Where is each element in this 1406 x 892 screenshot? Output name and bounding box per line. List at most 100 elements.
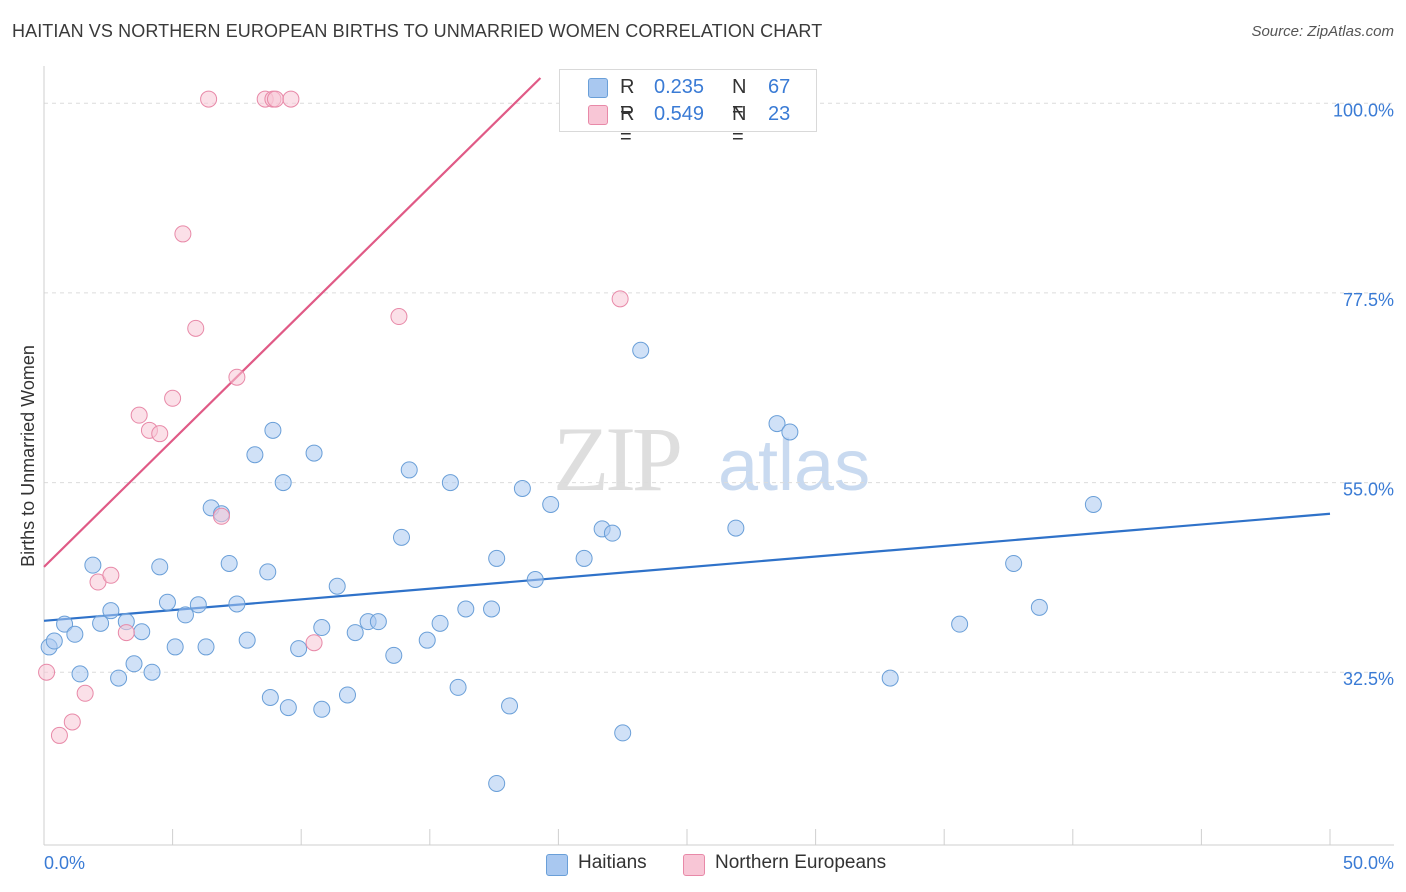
- legend-r-value: 0.549: [654, 103, 705, 125]
- data-point-haitians: [400, 461, 418, 479]
- legend-r-label: R =: [620, 103, 635, 148]
- y-tick-labels: 32.5% 55.0% 77.5% 100.0%: [1333, 100, 1394, 689]
- data-point-haitians: [1005, 554, 1023, 572]
- data-point-haitians: [393, 528, 411, 546]
- data-point-haitians: [313, 619, 331, 637]
- y-tick-label: 77.5%: [1343, 290, 1394, 310]
- data-point-haitians: [526, 571, 544, 588]
- data-point-haitians: [143, 663, 161, 681]
- data-point-haitians: [246, 446, 264, 464]
- axes: [43, 66, 1394, 846]
- data-point-haitians: [575, 549, 593, 567]
- source-label: Source: ZipAtlas.com: [1251, 23, 1394, 40]
- bottom-legend-swatch-haitians: [546, 854, 568, 876]
- data-point-haitians: [305, 444, 323, 462]
- x-tick-label-max: 50.0%: [1343, 853, 1394, 873]
- data-point-haitians: [603, 524, 621, 542]
- data-point-haitians: [431, 614, 449, 632]
- data-point-haitians: [220, 554, 238, 572]
- data-point-haitians: [102, 602, 120, 620]
- data-point-haitians: [338, 686, 356, 704]
- bottom-legend-label-northern-europeans: Northern Europeans: [715, 852, 887, 873]
- data-point-haitians: [542, 495, 560, 513]
- bottom-legend-swatch-northern-europeans: [683, 854, 705, 876]
- data-point-northern-europeans: [266, 90, 284, 108]
- data-point-haitians: [881, 669, 899, 687]
- data-point-haitians: [346, 624, 364, 642]
- data-points: [38, 90, 1102, 792]
- legend-n-label: N =: [732, 76, 747, 121]
- chart-title: HAITIAN VS NORTHERN EUROPEAN BIRTHS TO U…: [12, 21, 823, 41]
- data-point-northern-europeans: [117, 624, 135, 642]
- data-point-haitians: [951, 615, 969, 633]
- watermark: ZIP atlas: [553, 408, 870, 510]
- data-point-haitians: [259, 563, 277, 581]
- legend-n-label: N =: [732, 103, 747, 148]
- data-point-haitians: [441, 474, 459, 492]
- data-point-haitians: [1084, 495, 1102, 513]
- data-point-haitians: [313, 700, 331, 718]
- data-point-haitians: [110, 669, 128, 687]
- data-point-northern-europeans: [76, 684, 94, 702]
- y-tick-label: 100.0%: [1333, 100, 1394, 120]
- data-point-haitians: [369, 613, 387, 631]
- correlation-legend: R = 0.235 N = 67 R = 0.549 N = 23: [559, 69, 817, 148]
- data-point-haitians: [264, 421, 282, 439]
- data-point-northern-europeans: [164, 389, 182, 407]
- bottom-legend-label-haitians: Haitians: [578, 852, 647, 873]
- data-point-haitians: [614, 724, 632, 742]
- data-point-haitians: [328, 577, 346, 595]
- data-point-haitians: [632, 341, 650, 359]
- data-point-northern-europeans: [390, 308, 408, 326]
- data-point-northern-europeans: [282, 90, 300, 108]
- data-point-haitians: [449, 678, 467, 696]
- data-point-haitians: [457, 600, 475, 618]
- data-point-haitians: [418, 631, 436, 649]
- data-point-haitians: [238, 631, 256, 649]
- data-point-haitians: [71, 665, 89, 683]
- data-point-haitians: [385, 646, 403, 664]
- data-point-haitians: [228, 595, 246, 613]
- data-point-haitians: [261, 689, 279, 706]
- data-point-haitians: [197, 638, 215, 656]
- data-point-haitians: [189, 596, 207, 614]
- trend-lines: [43, 77, 1331, 622]
- data-point-haitians: [290, 640, 308, 658]
- data-point-haitians: [151, 558, 169, 576]
- legend-n-value: 23: [768, 103, 791, 125]
- x-tick-label-min: 0.0%: [44, 853, 85, 873]
- legend-swatch-northern-europeans: [588, 105, 608, 125]
- data-point-northern-europeans: [102, 566, 120, 584]
- data-point-haitians: [45, 632, 63, 650]
- data-point-haitians: [501, 697, 519, 715]
- data-point-haitians: [92, 614, 110, 632]
- data-point-haitians: [125, 655, 143, 673]
- data-point-northern-europeans: [130, 406, 148, 424]
- data-point-haitians: [274, 474, 292, 492]
- data-point-haitians: [66, 625, 84, 643]
- trend-line: [43, 77, 542, 568]
- data-point-haitians: [781, 423, 799, 441]
- data-point-northern-europeans: [174, 225, 192, 243]
- data-point-haitians: [483, 600, 501, 618]
- data-point-northern-europeans: [63, 713, 81, 731]
- data-point-northern-europeans: [611, 290, 629, 308]
- data-point-haitians: [768, 415, 786, 433]
- data-point-northern-europeans: [50, 726, 68, 744]
- trend-line: [43, 512, 1331, 622]
- data-point-haitians: [84, 556, 102, 574]
- y-tick-label: 32.5%: [1343, 669, 1394, 689]
- data-point-northern-europeans: [305, 634, 323, 652]
- legend-swatch-haitians: [588, 78, 608, 98]
- legend-n-value: 67: [768, 76, 791, 98]
- legend-r-label: R =: [620, 76, 635, 121]
- data-point-haitians: [133, 623, 151, 641]
- data-point-haitians: [1030, 598, 1048, 616]
- data-point-haitians: [279, 699, 297, 717]
- data-point-northern-europeans: [187, 319, 205, 337]
- data-point-northern-europeans: [200, 90, 218, 108]
- data-point-northern-europeans: [38, 663, 56, 681]
- data-point-northern-europeans: [228, 368, 246, 386]
- data-point-haitians: [488, 549, 506, 567]
